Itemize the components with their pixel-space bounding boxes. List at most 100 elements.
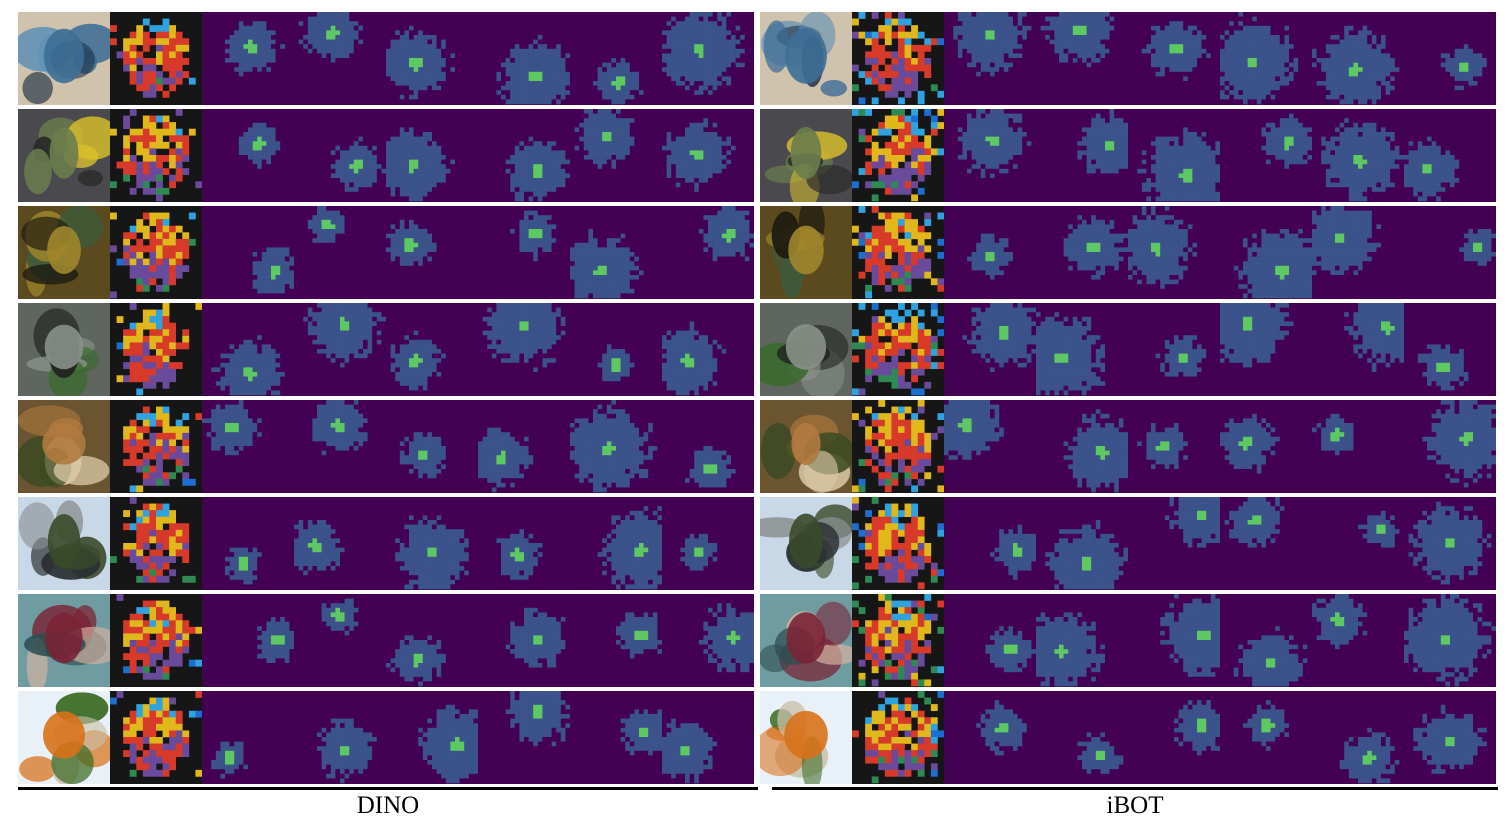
bee-eater-photo <box>760 109 852 202</box>
fox-segmentation-map <box>110 400 202 493</box>
blue-bird-attention-head-4 <box>478 12 570 105</box>
frog-on-leaf-attention-head-3 <box>1128 206 1220 299</box>
park-bench-attention-head-6 <box>1404 497 1496 590</box>
person-sitting-segmentation-map <box>852 594 944 687</box>
person-sitting-attention-head-1 <box>202 594 294 687</box>
mushroom-photo <box>18 691 110 784</box>
fox-photo <box>760 400 852 493</box>
park-bench-segmentation-map <box>110 497 202 590</box>
park-bench-attention-head-3 <box>386 497 478 590</box>
person-sitting-attention-head-5 <box>570 594 662 687</box>
mushroom-attention-head-3 <box>1128 691 1220 784</box>
mushroom-attention-head-2 <box>294 691 386 784</box>
mushroom-attention-head-4 <box>478 691 570 784</box>
left-row-person-sitting <box>18 594 754 687</box>
frog-in-leaves-attention-head-5 <box>1312 303 1404 396</box>
fox-attention-head-1 <box>944 400 1036 493</box>
mushroom-attention-head-6 <box>662 691 754 784</box>
mushroom-segmentation-map <box>852 691 944 784</box>
left-row-blue-bird <box>18 12 754 105</box>
frog-on-leaf-segmentation-map <box>852 206 944 299</box>
mushroom-attention-head-6 <box>1404 691 1496 784</box>
park-bench-attention-head-1 <box>202 497 294 590</box>
person-sitting-photo <box>18 594 110 687</box>
frog-on-leaf-attention-head-6 <box>662 206 754 299</box>
bee-eater-attention-head-3 <box>386 109 478 202</box>
left-row-frog-in-leaves <box>18 303 754 396</box>
blue-bird-attention-head-2 <box>1036 12 1128 105</box>
frog-on-leaf-attention-head-2 <box>1036 206 1128 299</box>
park-bench-segmentation-map <box>852 497 944 590</box>
right-row-blue-bird <box>760 12 1496 105</box>
person-sitting-attention-head-6 <box>1404 594 1496 687</box>
frog-on-leaf-photo <box>18 206 110 299</box>
frog-in-leaves-attention-head-5 <box>570 303 662 396</box>
fox-attention-head-6 <box>662 400 754 493</box>
park-bench-attention-head-2 <box>1036 497 1128 590</box>
bee-eater-attention-head-1 <box>944 109 1036 202</box>
frog-in-leaves-attention-head-1 <box>202 303 294 396</box>
fox-segmentation-map <box>852 400 944 493</box>
park-bench-photo <box>18 497 110 590</box>
blue-bird-attention-head-1 <box>202 12 294 105</box>
blue-bird-attention-head-1 <box>944 12 1036 105</box>
person-sitting-segmentation-map <box>110 594 202 687</box>
mushroom-attention-head-1 <box>944 691 1036 784</box>
ibot-underline <box>772 787 1498 790</box>
park-bench-attention-head-5 <box>1312 497 1404 590</box>
bee-eater-attention-head-6 <box>1404 109 1496 202</box>
right-row-person-sitting <box>760 594 1496 687</box>
frog-in-leaves-attention-head-4 <box>478 303 570 396</box>
bee-eater-attention-head-5 <box>1312 109 1404 202</box>
fox-attention-head-5 <box>570 400 662 493</box>
person-sitting-attention-head-4 <box>478 594 570 687</box>
bee-eater-attention-head-2 <box>1036 109 1128 202</box>
person-sitting-attention-head-5 <box>1312 594 1404 687</box>
park-bench-attention-head-1 <box>944 497 1036 590</box>
fox-attention-head-2 <box>1036 400 1128 493</box>
frog-in-leaves-attention-head-4 <box>1220 303 1312 396</box>
frog-on-leaf-attention-head-1 <box>202 206 294 299</box>
mushroom-attention-head-5 <box>570 691 662 784</box>
mushroom-attention-head-3 <box>386 691 478 784</box>
frog-in-leaves-photo <box>18 303 110 396</box>
blue-bird-attention-head-3 <box>386 12 478 105</box>
fox-photo <box>18 400 110 493</box>
left-row-frog-on-leaf <box>18 206 754 299</box>
blue-bird-photo <box>760 12 852 105</box>
dino-label: DINO <box>18 790 758 822</box>
mushroom-photo <box>760 691 852 784</box>
blue-bird-photo <box>18 12 110 105</box>
mushroom-attention-head-4 <box>1220 691 1312 784</box>
frog-on-leaf-segmentation-map <box>110 206 202 299</box>
frog-in-leaves-attention-head-6 <box>1404 303 1496 396</box>
dino-underline <box>18 787 758 790</box>
fox-attention-head-4 <box>478 400 570 493</box>
park-bench-attention-head-6 <box>662 497 754 590</box>
frog-in-leaves-segmentation-map <box>110 303 202 396</box>
frog-on-leaf-attention-head-1 <box>944 206 1036 299</box>
mushroom-attention-head-5 <box>1312 691 1404 784</box>
blue-bird-attention-head-2 <box>294 12 386 105</box>
bee-eater-segmentation-map <box>852 109 944 202</box>
mushroom-attention-head-2 <box>1036 691 1128 784</box>
frog-in-leaves-attention-head-2 <box>294 303 386 396</box>
blue-bird-attention-head-3 <box>1128 12 1220 105</box>
bee-eater-attention-head-4 <box>1220 109 1312 202</box>
blue-bird-segmentation-map <box>110 12 202 105</box>
bee-eater-attention-head-4 <box>478 109 570 202</box>
bee-eater-segmentation-map <box>110 109 202 202</box>
frog-on-leaf-attention-head-3 <box>386 206 478 299</box>
fox-attention-head-1 <box>202 400 294 493</box>
right-row-fox <box>760 400 1496 493</box>
park-bench-photo <box>760 497 852 590</box>
frog-in-leaves-segmentation-map <box>852 303 944 396</box>
person-sitting-attention-head-2 <box>294 594 386 687</box>
fox-attention-head-5 <box>1312 400 1404 493</box>
frog-on-leaf-attention-head-2 <box>294 206 386 299</box>
frog-in-leaves-attention-head-2 <box>1036 303 1128 396</box>
bee-eater-attention-head-6 <box>662 109 754 202</box>
fox-attention-head-6 <box>1404 400 1496 493</box>
person-sitting-attention-head-6 <box>662 594 754 687</box>
frog-on-leaf-attention-head-5 <box>1312 206 1404 299</box>
